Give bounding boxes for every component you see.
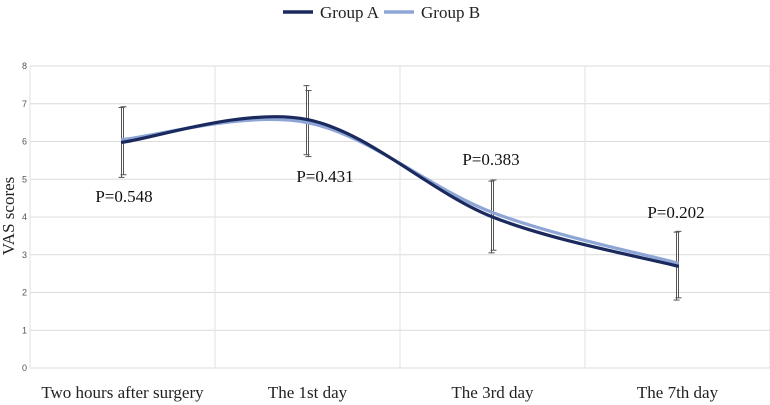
y-tick-label: 1 [22, 325, 27, 335]
y-tick-label: 7 [22, 99, 27, 109]
p-value-7th-day: P=0.202 [647, 203, 704, 222]
y-tick-label: 6 [22, 137, 27, 147]
y-tick-label: 4 [22, 212, 27, 222]
p-value-annotations: P=0.548 P=0.431 P=0.383 P=0.202 [95, 150, 704, 222]
series-line-group-a [120, 115, 680, 268]
p-value-two-hours: P=0.548 [95, 187, 152, 206]
legend: Group A Group B [283, 3, 480, 22]
x-tick-label: The 7th day [637, 383, 719, 402]
legend-label-group-a: Group A [320, 3, 380, 22]
y-tick-label: 5 [22, 174, 27, 184]
x-tick-label: The 3rd day [451, 383, 534, 402]
p-value-3rd-day: P=0.383 [462, 150, 519, 169]
x-tick-label: Two hours after surgery [41, 383, 204, 402]
y-tick-labels: 0 1 2 3 4 5 6 7 8 [22, 61, 27, 373]
y-tick-label: 8 [22, 61, 27, 71]
series-layer [120, 115, 680, 268]
y-axis-label: VAS scores [0, 177, 18, 256]
legend-label-group-b: Group B [421, 3, 480, 22]
x-tick-label: The 1st day [268, 383, 348, 402]
p-value-1st-day: P=0.431 [296, 167, 353, 186]
y-tick-label: 0 [22, 363, 27, 373]
y-tick-label: 2 [22, 288, 27, 298]
x-tick-labels: Two hours after surgery The 1st day The 3r… [41, 383, 718, 402]
y-tick-label: 3 [22, 250, 27, 260]
grid-layer [29, 65, 770, 369]
